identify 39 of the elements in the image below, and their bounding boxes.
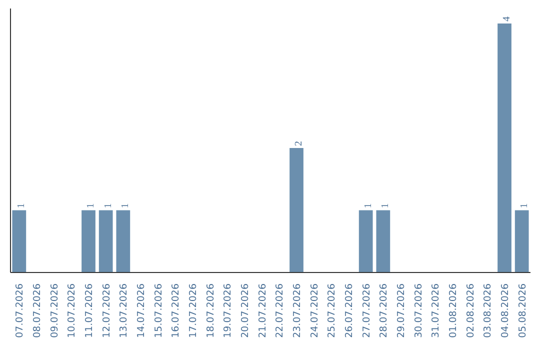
- data-label: 1: [120, 203, 132, 208]
- data-label: 1: [518, 203, 530, 208]
- x-tick-label: 22.07.2026: [274, 283, 286, 338]
- x-tick-label: 01.08.2026: [448, 283, 459, 338]
- data-label: 2: [294, 140, 304, 146]
- x-tick-label: 23.07.2026: [292, 283, 303, 338]
- data-label: 1: [102, 203, 114, 208]
- x-tick-label: 02.08.2026: [465, 283, 476, 338]
- x-tick-label: 25.07.2026: [326, 283, 338, 338]
- x-tick-label: 12.07.2026: [101, 283, 112, 338]
- x-tick-label: 27.07.2026: [361, 283, 372, 338]
- x-tick-label: 15.07.2026: [153, 283, 164, 338]
- x-tick-label: 03.08.2026: [482, 283, 494, 338]
- x-tick-label: 29.07.2026: [396, 283, 407, 338]
- x-tick-label: 11.07.2026: [84, 283, 95, 338]
- x-tick-label: 18.07.2026: [205, 283, 216, 338]
- x-tick-label: 26.07.2026: [344, 283, 355, 338]
- x-tick-label: 19.07.2026: [222, 283, 234, 338]
- x-tick-label: 05.08.2026: [517, 283, 528, 338]
- x-tick-label: 08.07.2026: [32, 283, 43, 338]
- x-tick-label: 04.08.2026: [500, 283, 511, 338]
- data-label: 1: [362, 203, 374, 208]
- x-tick-label: 17.07.2026: [188, 283, 199, 338]
- x-tick-label: 28.07.2026: [378, 283, 390, 338]
- x-tick-label: 10.07.2026: [66, 283, 78, 338]
- data-label: 4: [502, 16, 512, 22]
- x-tick-label: 16.07.2026: [170, 283, 182, 338]
- x-tick-label: 14.07.2026: [136, 283, 147, 338]
- data-label: 1: [16, 203, 28, 208]
- x-tick-label: 13.07.2026: [118, 283, 130, 338]
- x-tick-label: 20.07.2026: [240, 283, 251, 338]
- x-tick-label: 09.07.2026: [49, 283, 60, 338]
- x-tick-label: 07.07.2026: [14, 283, 26, 338]
- x-tick-label: 24.07.2026: [309, 283, 320, 338]
- x-tick-label: 31.07.2026: [430, 283, 442, 338]
- x-tick-label: 30.07.2026: [413, 283, 424, 338]
- data-label: 1: [86, 203, 96, 208]
- data-label: 1: [380, 203, 392, 208]
- x-tick-label: 21.07.2026: [257, 283, 268, 338]
